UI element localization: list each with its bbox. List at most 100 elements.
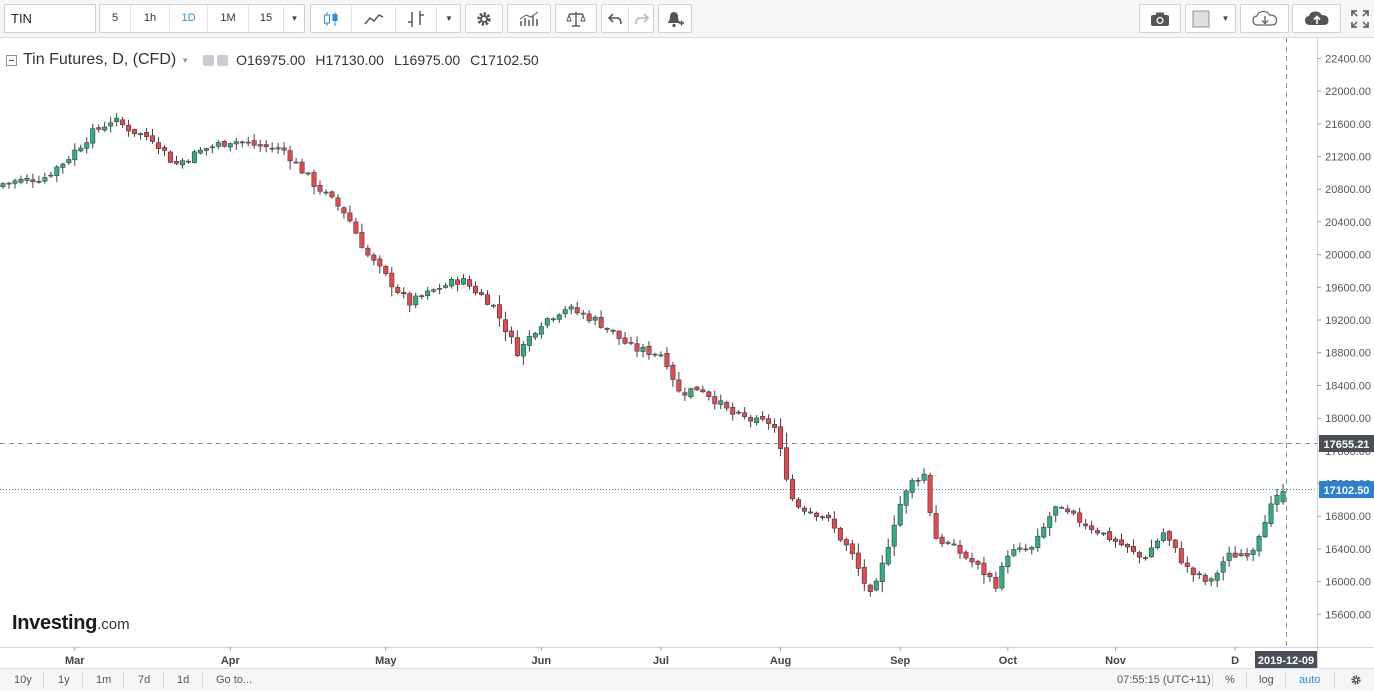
candle-body-up [873, 580, 879, 591]
add-alert-button[interactable] [658, 4, 692, 33]
investing-logo[interactable]: Investing.com [12, 612, 130, 635]
candle-body-down [819, 516, 825, 518]
candle-body-up [425, 290, 431, 296]
candle-body-down [831, 518, 837, 529]
candle-body-up [640, 346, 646, 352]
line-chart-icon[interactable] [352, 5, 395, 32]
auto-scale-toggle[interactable]: auto [1299, 674, 1321, 686]
range-7d[interactable]: 7d [138, 674, 151, 686]
crosshair-price-label: 17655.21 [1324, 439, 1370, 451]
legend-symbol[interactable]: Tin Futures, D, (CFD) [23, 51, 177, 68]
candle [664, 346, 670, 370]
log-toggle[interactable]: log [1259, 674, 1274, 686]
range-10y[interactable]: 10y [14, 674, 32, 686]
candle [586, 310, 592, 324]
candle-body-down [156, 142, 162, 149]
candle [251, 134, 257, 149]
candle-body-down [628, 342, 634, 344]
candle-body-down [185, 160, 191, 163]
screenshot-button[interactable] [1139, 4, 1181, 33]
candle-body-down [1077, 512, 1083, 523]
chart-type-dropdown-icon[interactable]: ▼ [445, 14, 453, 23]
candle [36, 175, 42, 184]
legend-dropdown-icon[interactable]: ▼ [181, 55, 190, 65]
legend-close-label: C [470, 52, 481, 68]
candle [1130, 539, 1136, 555]
legend-collapse-icon[interactable] [6, 54, 17, 66]
compare-bars-icon[interactable] [396, 5, 436, 32]
legend-visibility-icon[interactable] [203, 54, 215, 66]
candle [556, 313, 562, 323]
symbol-search-input[interactable] [4, 4, 96, 33]
chart-settings-gear-icon[interactable] [1350, 669, 1362, 691]
load-chart-button[interactable] [1240, 4, 1289, 33]
time-tick-label: Aug [770, 655, 791, 667]
candle-body-down [1184, 562, 1190, 567]
interval-15[interactable]: 15 [259, 12, 273, 24]
candle-body-up [1274, 494, 1280, 505]
candle [1220, 556, 1226, 581]
candle-body-down [1113, 538, 1119, 542]
settings-gear-icon [466, 5, 502, 32]
candle [490, 303, 496, 309]
candle-body-up [1160, 532, 1166, 541]
save-chart-button[interactable] [1292, 4, 1341, 33]
candle-body-down [496, 304, 502, 319]
range-1y[interactable]: 1y [58, 674, 70, 686]
candle [419, 294, 425, 300]
interval-5[interactable]: 5 [111, 12, 119, 24]
candle-body-down [1196, 573, 1202, 575]
interval-1d[interactable]: 1D [181, 12, 196, 24]
interval-1m[interactable]: 1M [220, 12, 236, 24]
candle [54, 164, 60, 183]
candle [114, 112, 120, 127]
candle [987, 571, 993, 583]
color-picker-button[interactable]: ▼ [1185, 4, 1236, 33]
candle-body-down [670, 364, 676, 380]
clock-timezone[interactable]: 07:55:15 (UTC+11) [1117, 674, 1211, 686]
candle-body-down [957, 544, 963, 554]
range-1m[interactable]: 1m [96, 674, 112, 686]
candle [197, 146, 203, 155]
candle-body-down [963, 551, 969, 559]
interval-1h[interactable]: 1h [143, 12, 157, 24]
candle [700, 385, 706, 394]
candle [1113, 536, 1119, 548]
price-chart[interactable]: 22400.00 22000.00 21600.00 21200.00 20800.00… [0, 38, 1374, 668]
redo-icon[interactable] [629, 5, 654, 32]
candle-body-down [664, 353, 670, 367]
logo-suffix: .com [97, 616, 130, 633]
interval-dropdown-icon[interactable]: ▼ [290, 14, 299, 23]
candle [484, 290, 490, 306]
candle [658, 351, 664, 358]
candle-body-down [634, 343, 640, 352]
candle-body-down [586, 313, 592, 322]
candle [24, 174, 30, 184]
candle-body-up [909, 480, 915, 493]
crosshair-date-label: 2019-12-09 [1258, 655, 1314, 667]
candle [1053, 505, 1059, 523]
color-dropdown-icon[interactable]: ▼ [1221, 14, 1230, 23]
legend-settings-icon[interactable] [217, 54, 229, 66]
price-tick-label: 18400.00 [1325, 380, 1371, 392]
undo-icon[interactable] [602, 5, 628, 32]
candle-body-up [1238, 553, 1244, 557]
fullscreen-icon[interactable] [1346, 4, 1374, 33]
candle [1154, 538, 1160, 550]
candle-body-down [646, 345, 652, 355]
candle [993, 571, 999, 592]
settings-button[interactable] [465, 4, 503, 33]
range-1d[interactable]: 1d [177, 674, 190, 686]
candles-icon[interactable] [311, 5, 351, 32]
percent-toggle[interactable]: % [1225, 674, 1235, 686]
candle-body-up [1005, 555, 1011, 568]
candle-body-up [688, 388, 694, 398]
candle-body-down [616, 330, 622, 339]
candle [335, 193, 341, 211]
candle [329, 190, 335, 199]
goto-date-button[interactable]: Go to... [216, 674, 253, 686]
candle-body-up [108, 122, 114, 127]
price-tick-label: 16000.00 [1325, 577, 1371, 589]
indicators-button[interactable] [507, 4, 551, 33]
compare-button[interactable] [555, 4, 597, 33]
